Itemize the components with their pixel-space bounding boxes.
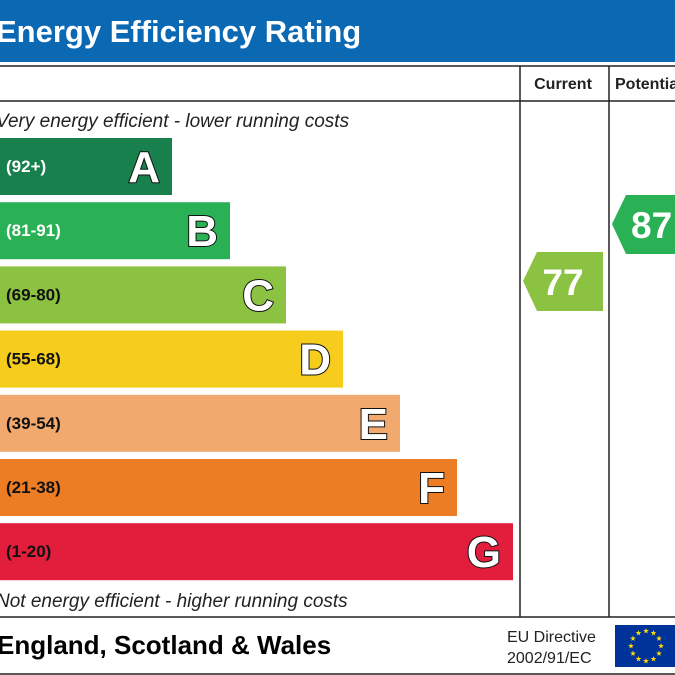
directive-code: 2002/91/EC bbox=[507, 650, 592, 667]
eu-star bbox=[643, 628, 649, 634]
title: Energy Efficiency Rating bbox=[0, 14, 361, 49]
band-range: (39-54) bbox=[6, 414, 61, 433]
band-bar bbox=[0, 202, 230, 260]
directive: EU Directive bbox=[507, 629, 596, 646]
band-bar bbox=[0, 138, 172, 195]
band-range: (55-68) bbox=[6, 350, 61, 369]
eu-star bbox=[656, 635, 662, 641]
eu-stars bbox=[628, 628, 664, 664]
eu-star bbox=[656, 650, 662, 656]
band-letter: B bbox=[186, 207, 218, 256]
bands: (92+) A (81-91) B (69-80) C (55-68) D (39-54) E (2… bbox=[0, 138, 513, 581]
eu-star bbox=[650, 655, 657, 662]
band-letter: A bbox=[128, 143, 160, 192]
band-bar bbox=[0, 523, 513, 581]
band-bar bbox=[0, 459, 457, 516]
top-note: Very energy efficient - lower running co… bbox=[0, 111, 350, 132]
eu-star bbox=[650, 630, 657, 636]
eu-star bbox=[630, 650, 636, 656]
current-arrow bbox=[523, 252, 603, 311]
band-bar bbox=[0, 266, 286, 324]
band-range: (81-91) bbox=[6, 221, 61, 240]
eu-star bbox=[628, 643, 634, 649]
potential-rating: 87 bbox=[631, 205, 672, 246]
region: England, Scotland & Wales bbox=[0, 630, 331, 660]
bottom-note: Not energy efficient - higher running co… bbox=[0, 591, 348, 612]
eu-star bbox=[635, 630, 642, 636]
eu-star bbox=[658, 643, 664, 649]
eu-star bbox=[635, 655, 642, 662]
header-bar bbox=[0, 0, 675, 62]
band-letter: G bbox=[467, 528, 501, 577]
band-letter: D bbox=[299, 336, 331, 385]
current-rating: 77 bbox=[542, 262, 583, 303]
eu-star bbox=[643, 658, 649, 664]
band-letter: F bbox=[418, 464, 445, 513]
column-header: Current bbox=[534, 76, 592, 93]
band-range: (21-38) bbox=[6, 478, 61, 497]
column-header: Potential bbox=[615, 76, 675, 93]
potential-arrow bbox=[612, 195, 675, 254]
eu-star bbox=[630, 635, 636, 641]
band-range: (69-80) bbox=[6, 285, 61, 304]
band-letter: C bbox=[242, 271, 274, 320]
band-letter: E bbox=[359, 400, 388, 449]
band-range: (92+) bbox=[6, 157, 46, 176]
band-range: (1-20) bbox=[6, 542, 51, 561]
band-bar bbox=[0, 330, 343, 388]
band-bar bbox=[0, 394, 400, 452]
